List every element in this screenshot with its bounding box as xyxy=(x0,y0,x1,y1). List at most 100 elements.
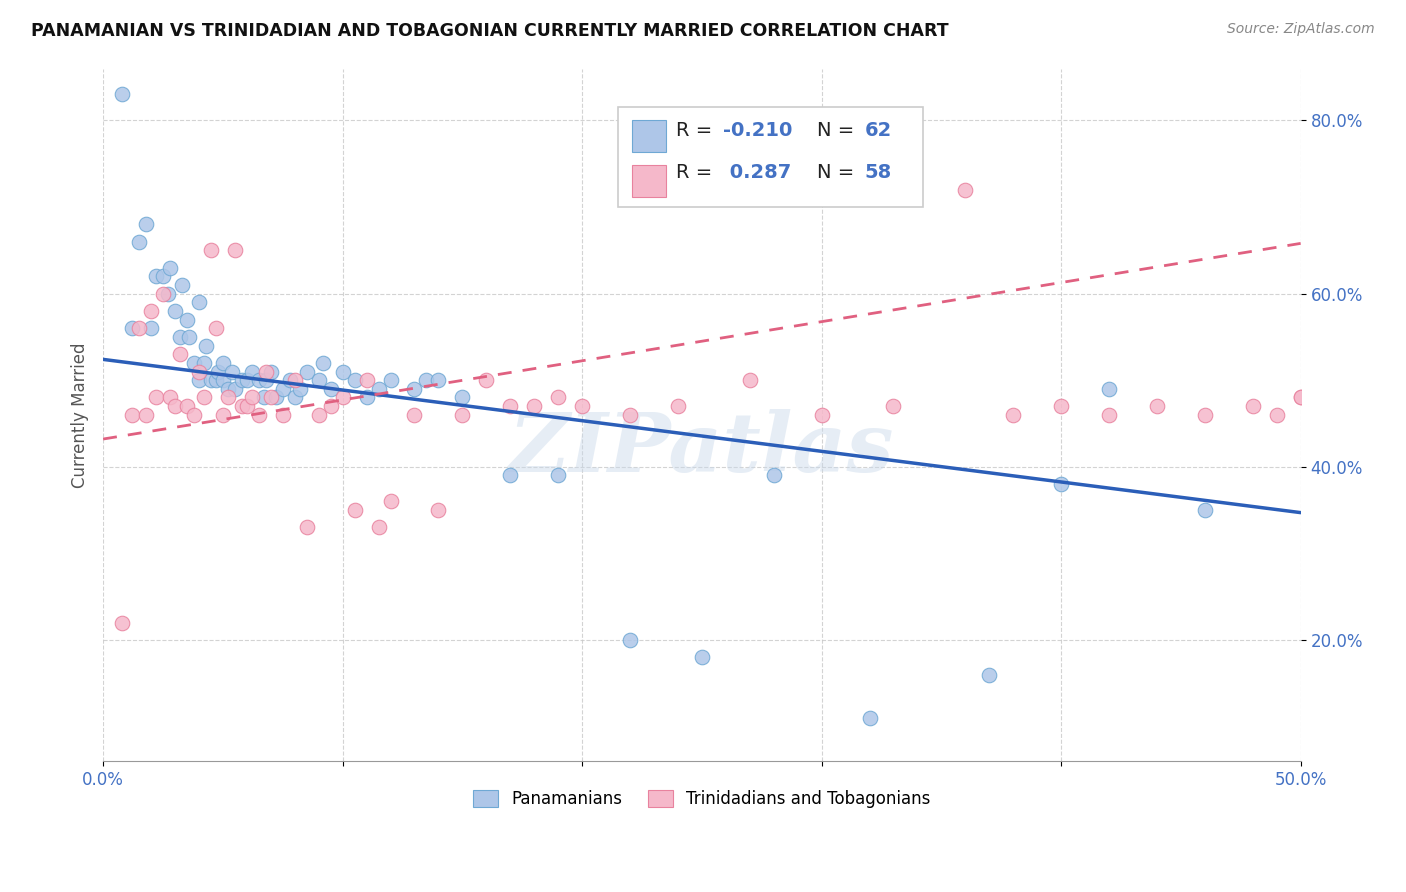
Point xyxy=(224,244,246,258)
Point xyxy=(1194,408,1216,422)
Point xyxy=(254,373,277,387)
Point xyxy=(427,373,450,387)
Point xyxy=(738,373,761,387)
Point xyxy=(172,277,194,292)
Point xyxy=(308,408,330,422)
Point xyxy=(231,399,253,413)
Point xyxy=(690,650,713,665)
Point xyxy=(200,244,222,258)
Point xyxy=(308,373,330,387)
Point xyxy=(187,364,209,378)
Point xyxy=(1194,503,1216,517)
Point xyxy=(247,408,270,422)
Point xyxy=(1146,399,1168,413)
Point xyxy=(240,391,263,405)
Point xyxy=(619,408,641,422)
Point xyxy=(187,295,209,310)
Point xyxy=(499,468,522,483)
Point xyxy=(312,356,335,370)
Point xyxy=(139,304,162,318)
Text: 0.287: 0.287 xyxy=(724,163,792,182)
Point xyxy=(367,520,389,534)
Point xyxy=(200,373,222,387)
Point xyxy=(404,408,426,422)
Point xyxy=(176,399,198,413)
Point xyxy=(343,373,366,387)
Point xyxy=(367,382,389,396)
Point xyxy=(145,391,167,405)
Point xyxy=(427,503,450,517)
Point xyxy=(1050,477,1073,491)
Point xyxy=(1098,408,1121,422)
Point xyxy=(332,391,354,405)
Point xyxy=(955,183,977,197)
Point xyxy=(380,494,402,508)
Text: 62: 62 xyxy=(865,121,891,140)
Point xyxy=(176,312,198,326)
Point xyxy=(271,408,294,422)
FancyBboxPatch shape xyxy=(619,107,924,207)
Point xyxy=(380,373,402,387)
Point xyxy=(240,364,263,378)
Point xyxy=(159,260,181,275)
Point xyxy=(499,399,522,413)
Point xyxy=(1002,408,1025,422)
Point xyxy=(882,399,904,413)
Point xyxy=(319,382,342,396)
Point xyxy=(183,408,205,422)
Point xyxy=(979,667,1001,681)
Point xyxy=(217,391,239,405)
Point xyxy=(1289,391,1312,405)
Point xyxy=(221,364,243,378)
Point xyxy=(1241,399,1264,413)
Point xyxy=(1050,399,1073,413)
Point xyxy=(217,382,239,396)
Point xyxy=(204,373,226,387)
Point xyxy=(451,391,474,405)
Point xyxy=(356,373,378,387)
Point xyxy=(204,321,226,335)
Text: Source: ZipAtlas.com: Source: ZipAtlas.com xyxy=(1227,22,1375,37)
Point xyxy=(183,356,205,370)
Point xyxy=(195,338,218,352)
Point xyxy=(121,321,143,335)
Point xyxy=(415,373,437,387)
Point xyxy=(236,399,259,413)
Point xyxy=(319,399,342,413)
Point xyxy=(224,382,246,396)
Point xyxy=(271,382,294,396)
Point xyxy=(247,373,270,387)
Point xyxy=(212,356,235,370)
Point xyxy=(159,391,181,405)
Point xyxy=(343,503,366,517)
Point xyxy=(547,391,569,405)
Point xyxy=(152,286,174,301)
Point xyxy=(254,364,277,378)
Point xyxy=(1265,408,1288,422)
Text: 58: 58 xyxy=(865,163,891,182)
Point xyxy=(163,399,186,413)
Point xyxy=(128,321,150,335)
Point xyxy=(139,321,162,335)
Point xyxy=(332,364,354,378)
Point xyxy=(288,382,311,396)
Point xyxy=(858,711,880,725)
Point xyxy=(135,408,157,422)
Point xyxy=(666,399,689,413)
Bar xyxy=(633,120,666,152)
Point xyxy=(356,391,378,405)
Text: ZIPatlas: ZIPatlas xyxy=(509,409,894,490)
Text: R =: R = xyxy=(675,163,718,182)
Y-axis label: Currently Married: Currently Married xyxy=(72,342,89,488)
Point xyxy=(152,269,174,284)
Point xyxy=(212,408,235,422)
Point xyxy=(193,391,215,405)
Point xyxy=(284,391,307,405)
Point xyxy=(475,373,498,387)
Point xyxy=(619,632,641,647)
Point xyxy=(762,468,785,483)
Point xyxy=(404,382,426,396)
Point xyxy=(207,364,229,378)
Point xyxy=(187,373,209,387)
Point xyxy=(810,408,832,422)
